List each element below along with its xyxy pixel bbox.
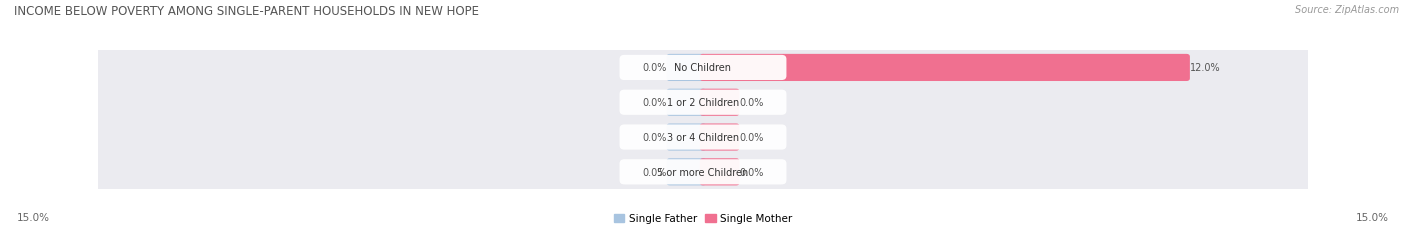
Text: 0.0%: 0.0% bbox=[643, 167, 666, 177]
FancyBboxPatch shape bbox=[666, 124, 706, 151]
Text: No Children: No Children bbox=[675, 63, 731, 73]
FancyBboxPatch shape bbox=[700, 124, 740, 151]
Text: 15.0%: 15.0% bbox=[1357, 212, 1389, 222]
FancyBboxPatch shape bbox=[93, 118, 1313, 157]
Text: 0.0%: 0.0% bbox=[740, 98, 763, 108]
FancyBboxPatch shape bbox=[93, 153, 1313, 191]
FancyBboxPatch shape bbox=[700, 158, 740, 186]
FancyBboxPatch shape bbox=[620, 160, 786, 185]
Text: 1 or 2 Children: 1 or 2 Children bbox=[666, 98, 740, 108]
Text: 5 or more Children: 5 or more Children bbox=[658, 167, 748, 177]
Text: Source: ZipAtlas.com: Source: ZipAtlas.com bbox=[1295, 5, 1399, 15]
FancyBboxPatch shape bbox=[93, 49, 1313, 87]
Text: 15.0%: 15.0% bbox=[17, 212, 49, 222]
FancyBboxPatch shape bbox=[700, 55, 1189, 82]
FancyBboxPatch shape bbox=[620, 125, 786, 150]
Text: 0.0%: 0.0% bbox=[643, 98, 666, 108]
Text: 0.0%: 0.0% bbox=[643, 63, 666, 73]
Text: 0.0%: 0.0% bbox=[643, 132, 666, 143]
Text: 12.0%: 12.0% bbox=[1189, 63, 1220, 73]
FancyBboxPatch shape bbox=[700, 89, 740, 116]
Text: 3 or 4 Children: 3 or 4 Children bbox=[666, 132, 740, 143]
FancyBboxPatch shape bbox=[620, 90, 786, 115]
FancyBboxPatch shape bbox=[620, 56, 786, 81]
Text: 0.0%: 0.0% bbox=[740, 167, 763, 177]
FancyBboxPatch shape bbox=[666, 55, 706, 82]
FancyBboxPatch shape bbox=[666, 158, 706, 186]
FancyBboxPatch shape bbox=[93, 84, 1313, 122]
Text: INCOME BELOW POVERTY AMONG SINGLE-PARENT HOUSEHOLDS IN NEW HOPE: INCOME BELOW POVERTY AMONG SINGLE-PARENT… bbox=[14, 5, 479, 18]
FancyBboxPatch shape bbox=[666, 89, 706, 116]
Text: 0.0%: 0.0% bbox=[740, 132, 763, 143]
Legend: Single Father, Single Mother: Single Father, Single Mother bbox=[614, 213, 792, 224]
